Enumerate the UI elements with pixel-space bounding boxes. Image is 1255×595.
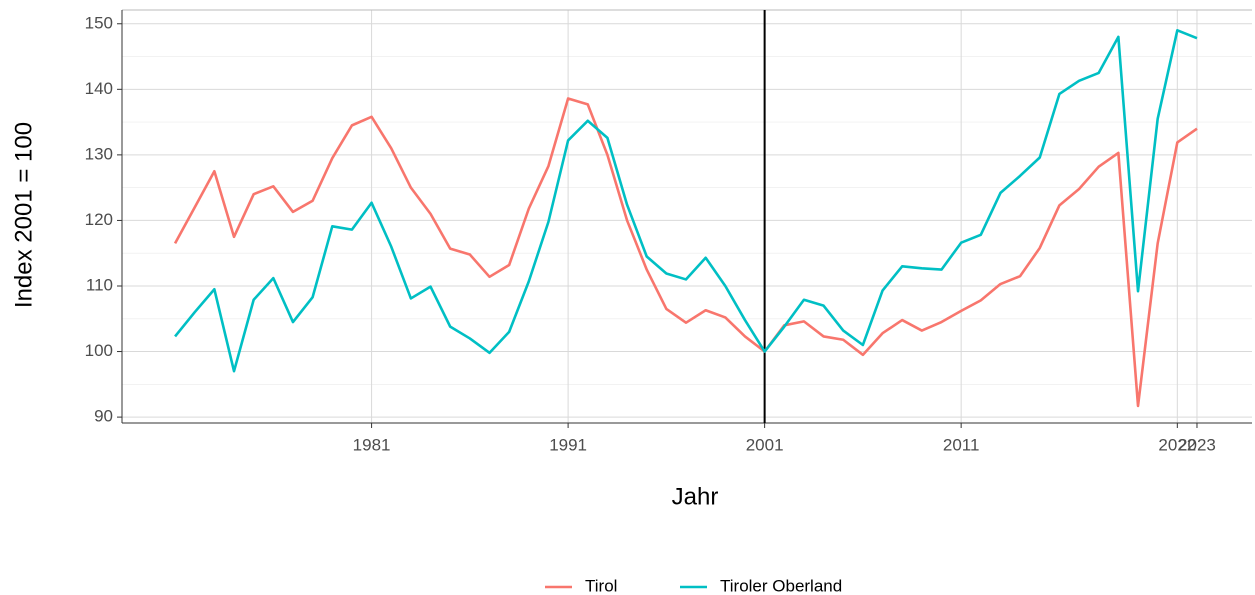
legend-label: Tiroler Oberland (720, 576, 842, 595)
x-tick-label: 1991 (549, 435, 587, 454)
series-line (173, 97, 1198, 408)
y-tick-label: 140 (85, 79, 113, 98)
y-tick-label: 100 (85, 341, 113, 360)
y-tick-label: 130 (85, 144, 113, 163)
y-tick-label: 110 (86, 275, 113, 294)
y-tick-label: 150 (85, 13, 113, 32)
x-tick-label: 2023 (1178, 435, 1216, 454)
x-tick-label: 2022 (1158, 435, 1196, 454)
x-tick-label: 1981 (353, 435, 391, 454)
x-tick-label: 2001 (746, 435, 784, 454)
x-axis-label: Jahr (672, 483, 719, 510)
series-line (174, 29, 1198, 373)
x-tick-label: 2011 (943, 435, 980, 454)
y-tick-label: 120 (85, 210, 113, 229)
y-axis-label: Index 2001 = 100 (10, 122, 37, 308)
legend-label: Tirol (585, 576, 617, 595)
y-tick-label: 90 (94, 407, 113, 426)
